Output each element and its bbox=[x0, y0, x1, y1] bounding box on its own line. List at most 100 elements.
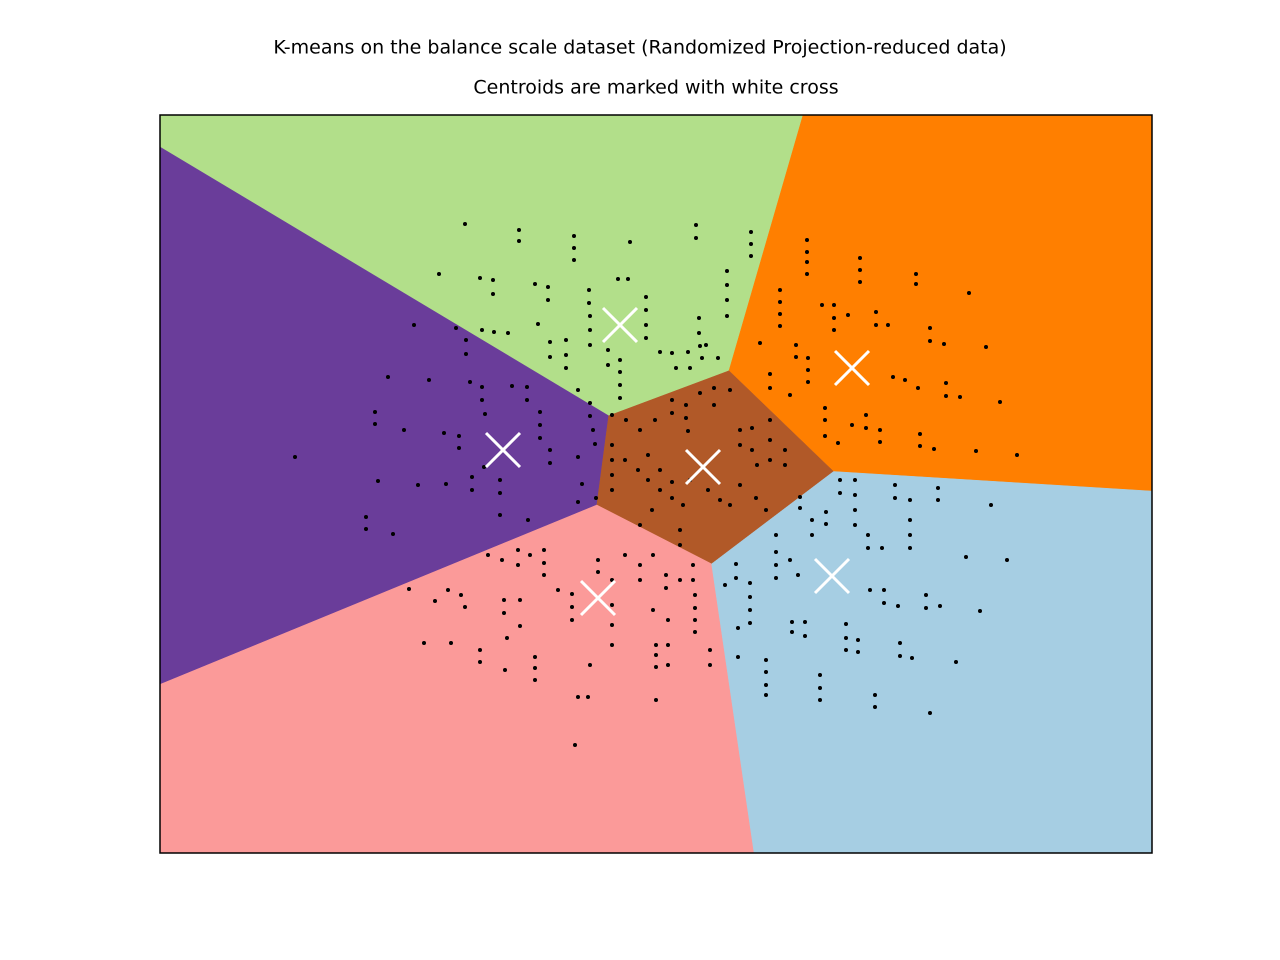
data-point bbox=[810, 518, 814, 522]
data-point bbox=[570, 605, 574, 609]
data-point bbox=[806, 356, 810, 360]
data-point bbox=[728, 503, 732, 507]
data-point bbox=[844, 622, 848, 626]
data-point bbox=[624, 418, 628, 422]
data-point bbox=[464, 338, 468, 342]
data-point bbox=[1005, 558, 1009, 562]
data-point bbox=[853, 508, 857, 512]
data-point bbox=[610, 603, 614, 607]
data-point bbox=[858, 268, 862, 272]
data-point bbox=[538, 436, 542, 440]
data-point bbox=[880, 546, 884, 550]
data-point bbox=[856, 638, 860, 642]
data-point bbox=[858, 280, 862, 284]
data-point bbox=[873, 705, 877, 709]
data-point bbox=[498, 478, 502, 482]
data-point bbox=[686, 429, 690, 433]
data-point bbox=[774, 576, 778, 580]
data-point bbox=[618, 358, 622, 362]
data-point bbox=[651, 608, 655, 612]
data-point bbox=[954, 660, 958, 664]
data-point bbox=[533, 655, 537, 659]
data-point bbox=[891, 375, 895, 379]
data-point bbox=[853, 523, 857, 527]
data-point bbox=[364, 527, 368, 531]
data-point bbox=[936, 498, 940, 502]
data-point bbox=[538, 410, 542, 414]
data-point bbox=[391, 532, 395, 536]
data-point bbox=[548, 461, 552, 465]
cross-stroke bbox=[833, 349, 871, 387]
data-point bbox=[457, 434, 461, 438]
data-point bbox=[964, 555, 968, 559]
data-point bbox=[610, 643, 614, 647]
data-point bbox=[778, 312, 782, 316]
data-point bbox=[678, 578, 682, 582]
data-point bbox=[764, 658, 768, 662]
data-point bbox=[932, 447, 936, 451]
data-point bbox=[580, 482, 584, 486]
data-point bbox=[542, 561, 546, 565]
data-point bbox=[457, 446, 461, 450]
data-point bbox=[454, 326, 458, 330]
data-point bbox=[517, 239, 521, 243]
data-point bbox=[644, 336, 648, 340]
data-point bbox=[824, 522, 828, 526]
data-point bbox=[500, 558, 504, 562]
data-point bbox=[572, 234, 576, 238]
data-point bbox=[908, 533, 912, 537]
data-point bbox=[778, 300, 782, 304]
data-point bbox=[505, 636, 509, 640]
data-point bbox=[774, 563, 778, 567]
data-point bbox=[725, 269, 729, 273]
data-point bbox=[725, 283, 729, 287]
centroid-cross bbox=[684, 448, 722, 486]
data-point bbox=[442, 431, 446, 435]
data-point bbox=[653, 418, 657, 422]
data-point bbox=[654, 665, 658, 669]
data-point bbox=[768, 418, 772, 422]
data-point bbox=[698, 344, 702, 348]
data-point bbox=[882, 588, 886, 592]
data-point bbox=[768, 438, 772, 442]
data-point bbox=[610, 458, 614, 462]
data-point bbox=[712, 386, 716, 390]
data-point bbox=[928, 326, 932, 330]
data-point bbox=[416, 483, 420, 487]
data-point bbox=[693, 630, 697, 634]
data-point bbox=[706, 488, 710, 492]
data-point bbox=[616, 277, 620, 281]
data-point bbox=[818, 673, 822, 677]
data-point bbox=[412, 323, 416, 327]
data-point bbox=[376, 479, 380, 483]
data-point bbox=[483, 412, 487, 416]
data-point bbox=[688, 366, 692, 370]
data-point bbox=[768, 458, 772, 462]
data-point bbox=[618, 383, 622, 387]
data-point bbox=[882, 601, 886, 605]
data-point bbox=[796, 573, 800, 577]
data-point bbox=[853, 493, 857, 497]
cross-stroke bbox=[684, 448, 722, 486]
data-point bbox=[546, 285, 550, 289]
data-point bbox=[564, 338, 568, 342]
data-point bbox=[738, 443, 742, 447]
data-point bbox=[998, 400, 1002, 404]
data-point bbox=[502, 611, 506, 615]
data-point bbox=[618, 370, 622, 374]
data-point bbox=[516, 563, 520, 567]
data-point bbox=[850, 423, 854, 427]
data-point bbox=[533, 666, 537, 670]
data-point bbox=[556, 588, 560, 592]
data-point bbox=[470, 488, 474, 492]
data-point bbox=[749, 230, 753, 234]
data-point bbox=[698, 391, 702, 395]
data-point bbox=[402, 428, 406, 432]
data-point bbox=[548, 340, 552, 344]
data-point bbox=[572, 246, 576, 250]
data-point bbox=[480, 328, 484, 332]
data-point bbox=[433, 599, 437, 603]
data-point bbox=[750, 448, 754, 452]
data-point bbox=[576, 695, 580, 699]
